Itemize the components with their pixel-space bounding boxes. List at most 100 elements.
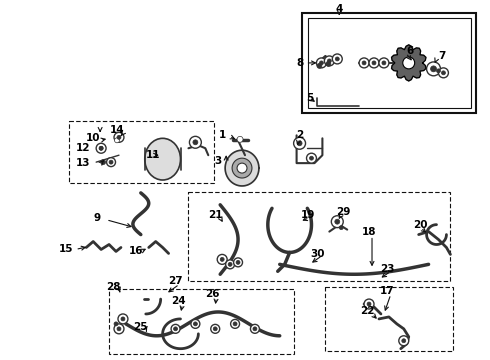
Circle shape [332, 54, 342, 64]
Text: 14: 14 [110, 125, 124, 135]
Circle shape [118, 314, 128, 324]
Polygon shape [392, 45, 426, 81]
Text: 15: 15 [59, 244, 74, 255]
Text: 30: 30 [310, 249, 325, 260]
Circle shape [114, 324, 124, 334]
Circle shape [232, 158, 252, 178]
Text: 12: 12 [76, 143, 91, 153]
Circle shape [217, 255, 227, 264]
Text: 19: 19 [300, 210, 315, 220]
Bar [70, 121, 214, 183]
Bar [109, 289, 294, 354]
Circle shape [431, 66, 437, 72]
Circle shape [117, 135, 121, 139]
Polygon shape [225, 150, 259, 186]
Circle shape [237, 136, 243, 142]
Text: 1: 1 [219, 130, 226, 140]
Text: 8: 8 [296, 58, 303, 68]
Circle shape [339, 226, 343, 230]
Circle shape [403, 57, 415, 69]
Text: 17: 17 [380, 286, 394, 296]
Circle shape [237, 163, 247, 173]
Circle shape [99, 146, 103, 150]
Circle shape [364, 299, 374, 309]
Text: 22: 22 [360, 306, 374, 316]
Circle shape [335, 57, 339, 61]
Text: 26: 26 [205, 289, 220, 299]
Circle shape [193, 140, 198, 145]
Circle shape [294, 137, 306, 149]
Text: 28: 28 [106, 282, 120, 292]
Circle shape [226, 260, 235, 269]
Circle shape [399, 336, 409, 346]
Circle shape [231, 319, 240, 328]
Circle shape [427, 62, 441, 76]
Circle shape [402, 339, 406, 343]
Circle shape [326, 62, 331, 66]
Circle shape [115, 138, 120, 143]
Text: 4: 4 [336, 4, 343, 14]
Circle shape [307, 153, 317, 163]
Circle shape [114, 132, 124, 142]
Text: 23: 23 [380, 264, 394, 274]
Circle shape [236, 260, 240, 264]
Circle shape [213, 327, 217, 331]
Text: 21: 21 [208, 210, 222, 220]
Text: 20: 20 [414, 220, 428, 230]
Circle shape [114, 322, 118, 326]
Text: 9: 9 [94, 213, 101, 223]
Circle shape [228, 262, 232, 266]
Circle shape [372, 61, 376, 65]
Bar [189, 192, 450, 281]
Circle shape [437, 69, 441, 73]
Circle shape [173, 327, 177, 331]
Circle shape [367, 302, 371, 306]
Circle shape [121, 317, 125, 321]
Circle shape [441, 71, 445, 75]
Circle shape [96, 143, 106, 153]
Circle shape [310, 156, 314, 160]
Circle shape [234, 258, 243, 267]
Circle shape [359, 58, 369, 68]
Text: 24: 24 [171, 296, 186, 306]
Circle shape [382, 61, 386, 65]
Bar [301, 13, 476, 113]
Circle shape [211, 324, 220, 333]
Text: 16: 16 [128, 247, 143, 256]
Circle shape [297, 141, 302, 146]
Text: 11: 11 [146, 150, 160, 160]
Text: 10: 10 [86, 133, 100, 143]
Bar [325, 287, 453, 351]
Circle shape [117, 327, 121, 331]
Circle shape [100, 159, 105, 165]
Circle shape [369, 58, 379, 68]
Circle shape [331, 216, 343, 228]
Circle shape [439, 68, 448, 78]
Circle shape [335, 219, 340, 224]
Circle shape [317, 58, 326, 68]
Circle shape [324, 56, 334, 66]
Text: 25: 25 [134, 322, 148, 332]
Circle shape [107, 158, 116, 167]
Circle shape [99, 146, 103, 150]
Circle shape [253, 327, 257, 331]
Circle shape [379, 58, 389, 68]
Circle shape [190, 136, 201, 148]
Text: 6: 6 [406, 46, 414, 56]
Circle shape [327, 59, 331, 63]
Text: 13: 13 [76, 158, 91, 168]
Text: 29: 29 [336, 207, 350, 217]
Circle shape [233, 322, 237, 326]
Text: 18: 18 [362, 226, 376, 237]
Ellipse shape [145, 138, 180, 180]
Text: 27: 27 [168, 276, 183, 286]
Circle shape [319, 61, 323, 65]
Text: 3: 3 [215, 156, 222, 166]
Circle shape [220, 257, 224, 261]
Circle shape [191, 319, 200, 328]
Circle shape [171, 324, 180, 333]
Circle shape [194, 322, 197, 326]
Circle shape [250, 324, 259, 333]
Text: 2: 2 [296, 130, 303, 140]
Bar [308, 18, 471, 108]
